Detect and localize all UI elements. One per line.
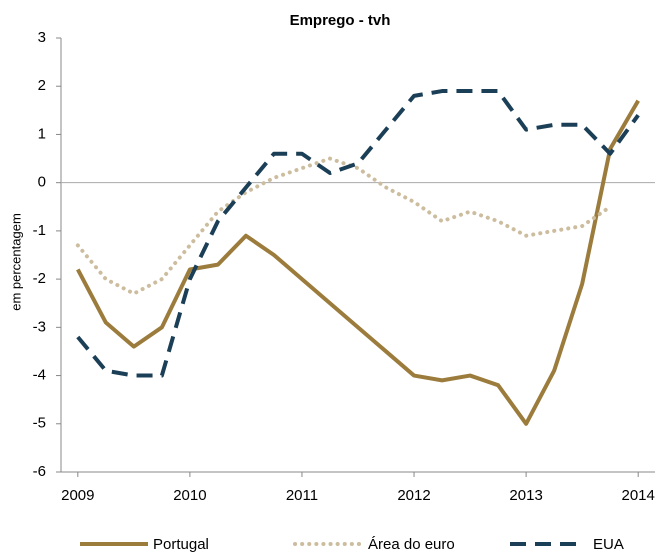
y-tick-label: -1 (33, 222, 46, 239)
line-series (76, 99, 640, 426)
y-tick-label: -4 (33, 367, 46, 384)
x-tick-label: 2014 (622, 487, 655, 504)
y-tick-label: 2 (38, 77, 46, 94)
y-axis-label: em percentagem (8, 213, 23, 311)
legend-label: Área do euro (368, 536, 455, 553)
y-tick-label: -2 (33, 270, 46, 287)
x-tick-label: 2013 (509, 487, 542, 504)
y-tick-label: 3 (38, 29, 46, 46)
legend-label: Portugal (153, 536, 209, 553)
y-tick-label: 1 (38, 125, 46, 142)
y-tick-label: -3 (33, 318, 46, 335)
y-tick-label: -6 (33, 463, 46, 480)
x-tick-label: 2010 (173, 487, 206, 504)
legend-label: EUA (593, 536, 624, 553)
x-tick-label: 2011 (286, 487, 318, 504)
chart-title: Emprego - tvh (290, 12, 391, 29)
y-tick-label: -5 (33, 415, 46, 432)
x-tick-label: 2012 (397, 487, 430, 504)
y-tick-label: 0 (38, 174, 46, 191)
line-series (75, 156, 613, 296)
x-tick-label: 2009 (61, 487, 94, 504)
line-series (76, 89, 640, 378)
